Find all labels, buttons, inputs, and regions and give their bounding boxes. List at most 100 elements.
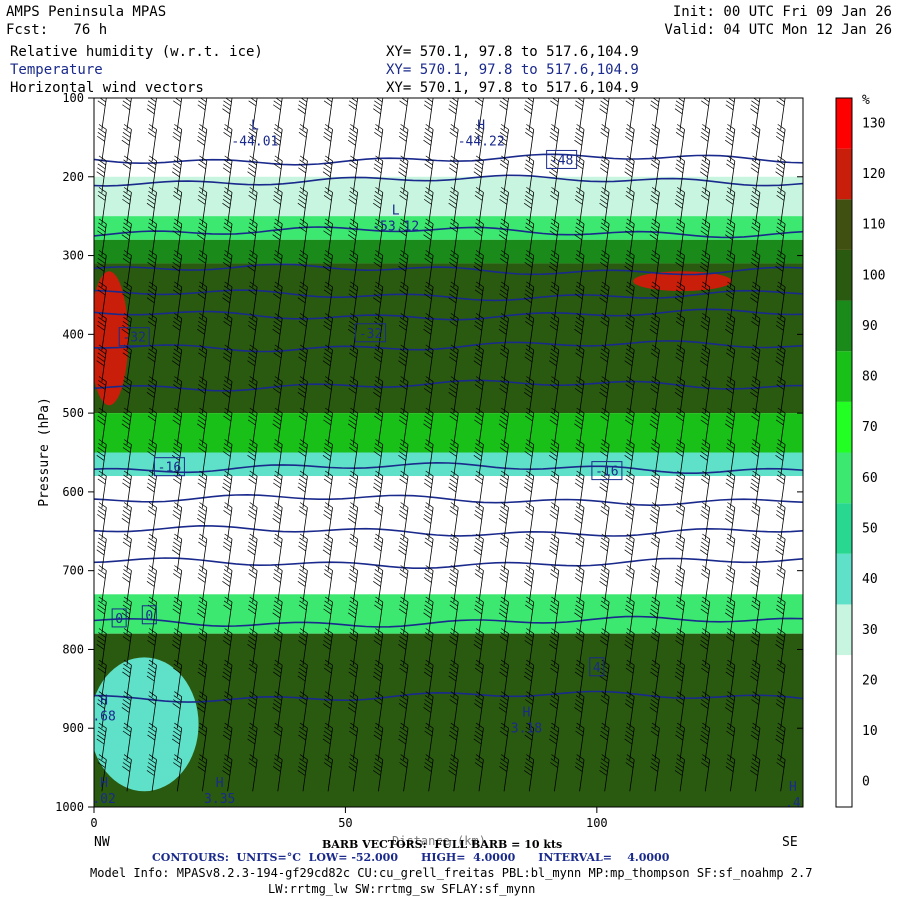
wind-barb xyxy=(248,754,258,792)
wind-barb xyxy=(222,722,233,760)
wind-barb xyxy=(751,596,761,634)
wind-barb xyxy=(424,722,434,760)
y-tick-label: 100 xyxy=(62,91,84,105)
wind-barb xyxy=(523,376,535,414)
temp-contour--16 xyxy=(94,461,803,474)
wind-barb xyxy=(550,376,560,414)
wind-barb xyxy=(599,376,610,414)
wind-barb xyxy=(650,155,660,193)
svg-text:4: 4 xyxy=(593,661,601,676)
wind-barb xyxy=(776,187,786,225)
wind-barb xyxy=(776,98,786,130)
colorbar-segment xyxy=(836,351,852,402)
wind-barb xyxy=(498,407,509,445)
wind-barb xyxy=(147,407,157,445)
svg-text:H: H xyxy=(216,776,224,791)
wind-barb xyxy=(599,722,610,760)
wind-barb xyxy=(423,565,434,603)
wind-barb xyxy=(171,628,183,666)
extremum-marker: L-44.01 xyxy=(231,118,278,149)
colorbar-segment xyxy=(836,98,852,149)
wind-barb xyxy=(347,218,359,256)
wind-barb xyxy=(272,407,283,445)
wind-barb xyxy=(574,187,585,225)
wind-barb xyxy=(373,659,384,697)
wind-barb xyxy=(173,754,183,792)
wind-barb xyxy=(272,470,283,508)
field-xy-wind: XY= 570.1, 97.8 to 517.6,104.9 xyxy=(386,80,639,96)
wind-barb xyxy=(272,376,283,414)
wind-barb xyxy=(147,313,157,351)
wind-barb xyxy=(171,155,183,193)
wind-barb xyxy=(323,596,333,634)
wind-barb xyxy=(701,376,711,414)
wind-barb xyxy=(298,124,308,162)
wind-barb xyxy=(726,628,736,666)
temp-contour--44 xyxy=(94,174,803,187)
wind-barb xyxy=(549,502,560,540)
wind-barb xyxy=(399,281,409,319)
wind-barb xyxy=(650,187,660,225)
wind-barb xyxy=(448,250,459,288)
wind-barb xyxy=(449,502,459,540)
wind-barb xyxy=(726,439,736,477)
wind-barb xyxy=(272,313,283,351)
wind-barb xyxy=(575,250,585,288)
wind-barb xyxy=(97,281,107,319)
wind-barb xyxy=(398,218,409,256)
wind-barb xyxy=(374,124,384,162)
wind-barb xyxy=(347,596,359,634)
wind-barb xyxy=(549,407,560,445)
wind-barb xyxy=(197,376,208,414)
wind-barb xyxy=(223,691,233,729)
wind-barb xyxy=(700,596,711,634)
wind-barb xyxy=(549,691,560,729)
temp-contour--32 xyxy=(94,289,803,302)
svg-text:.68: .68 xyxy=(92,709,115,724)
extremum-marker: H.68 xyxy=(92,693,115,724)
contour-label: -16 xyxy=(591,461,623,481)
wind-barb xyxy=(272,691,283,729)
colorbar-label: 20 xyxy=(862,673,878,688)
wind-barb xyxy=(524,439,535,477)
wind-barb xyxy=(624,313,635,351)
wind-barb xyxy=(624,250,635,288)
wind-barb xyxy=(97,124,107,162)
wind-barb xyxy=(298,250,308,288)
wind-barb xyxy=(121,218,132,256)
wind-barb xyxy=(675,155,685,193)
wind-barb xyxy=(374,691,384,729)
wind-barb xyxy=(273,628,283,666)
wind-barb xyxy=(499,187,509,225)
svg-text:L: L xyxy=(251,118,259,133)
wind-barb xyxy=(373,187,384,225)
wind-barb xyxy=(349,628,359,666)
wind-barb xyxy=(349,344,359,382)
wind-barb xyxy=(525,218,535,256)
colorbar-label: 110 xyxy=(862,218,885,233)
model-info: Model Info: MPASv8.2.3-194-gf29cd82c CU:… xyxy=(90,866,813,880)
svg-text:L: L xyxy=(392,203,400,218)
wind-barb xyxy=(374,596,384,634)
wind-barb xyxy=(322,155,333,193)
wind-barb xyxy=(474,407,484,445)
svg-text:-32: -32 xyxy=(359,327,382,342)
y-tick-label: 700 xyxy=(62,564,84,578)
wind-barb xyxy=(725,124,736,162)
wind-barb xyxy=(122,628,132,666)
wind-barb xyxy=(146,187,157,225)
wind-barb xyxy=(449,218,459,256)
wind-barb xyxy=(751,407,761,445)
contour-label: 0 xyxy=(111,608,127,628)
wind-barb xyxy=(348,376,359,414)
wind-barb xyxy=(449,124,459,162)
wind-barb xyxy=(273,722,283,760)
wind-barb xyxy=(701,98,711,130)
wind-barb xyxy=(750,533,761,571)
wind-barb xyxy=(624,722,635,760)
wind-barb xyxy=(675,533,685,571)
wind-barb xyxy=(322,250,333,288)
wind-barb xyxy=(398,628,409,666)
wind-barb xyxy=(423,659,434,697)
wind-barb xyxy=(323,281,333,319)
